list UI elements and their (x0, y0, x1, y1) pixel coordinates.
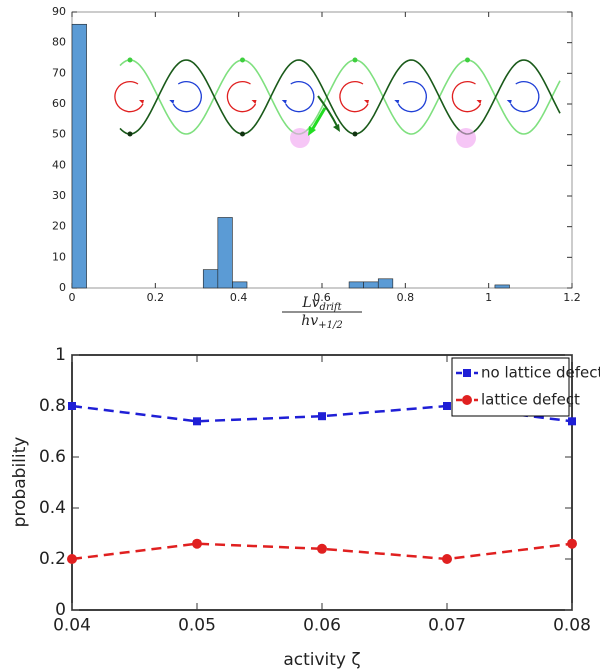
bar (71, 23, 87, 289)
x-label-part: drift (320, 302, 343, 313)
rotation-arrow (451, 81, 482, 113)
y-tick-label: 10 (52, 250, 66, 263)
y-tick-label: 20 (52, 220, 66, 233)
marker (317, 543, 327, 554)
green-arrow (310, 107, 327, 131)
bar (217, 217, 233, 289)
arrow-head (251, 100, 257, 104)
wave (119, 59, 561, 135)
dot (352, 57, 358, 63)
rotation-arrow (285, 81, 315, 113)
rotation-arrow (172, 81, 202, 113)
arrow-head (169, 100, 175, 104)
dot (352, 131, 358, 137)
dot (465, 57, 470, 63)
y-tick-label: 0.8 (39, 396, 66, 416)
green-arrow (317, 95, 338, 127)
x-tick-label: 1 (485, 291, 492, 304)
dot (127, 57, 133, 63)
x-label-part: Lv (301, 295, 319, 311)
bar (232, 281, 248, 289)
x-label-part: +1/2 (318, 320, 342, 331)
x-label-part: hv (301, 313, 318, 329)
x-tick-label: 0.2 (147, 291, 165, 304)
legend-label: no lattice defect (481, 364, 600, 382)
rotation-arrow (510, 81, 540, 113)
arrow-head (139, 100, 144, 104)
bar (363, 281, 379, 289)
dot (127, 131, 133, 137)
y-tick-label: 30 (52, 189, 66, 202)
y-tick-label: 0.4 (39, 498, 66, 518)
x-tick-label: 0.04 (53, 615, 91, 635)
y-tick-label: 0 (55, 600, 66, 620)
x-tick-label: 0 (69, 291, 76, 304)
bar (348, 281, 364, 289)
y-tick-label: 0.2 (39, 549, 66, 569)
legend-marker (462, 395, 472, 405)
bar (202, 269, 219, 289)
arrow-head (364, 100, 369, 104)
y-tick-label: 1 (55, 345, 66, 365)
inset-diagram (114, 57, 561, 148)
dot (240, 57, 245, 63)
y-tick-label: 0 (59, 281, 66, 294)
y-tick-label: 0.6 (39, 447, 66, 467)
y-tick-label: 70 (52, 66, 66, 79)
bar (494, 284, 510, 289)
marker (442, 554, 452, 564)
arrow-head (394, 100, 400, 104)
legend-marker (463, 369, 471, 377)
arrow-head (506, 100, 512, 104)
marker (192, 538, 202, 549)
legend-box (451, 357, 570, 417)
wave (119, 59, 561, 135)
y-axis-label: probability (10, 437, 30, 528)
highlight (290, 128, 310, 148)
arrow-head (281, 100, 287, 104)
marker (318, 412, 326, 421)
x-label-denominator: hv+1/2 (301, 313, 342, 331)
x-tick-label: 0.05 (178, 615, 216, 635)
x-tick-label: 1.2 (563, 291, 581, 304)
series-line (71, 542, 573, 561)
marker (568, 417, 576, 426)
highlight (456, 128, 476, 148)
x-tick-label: 0.06 (303, 615, 341, 635)
x-axis-label: activity ζ (283, 650, 360, 670)
arrow-head (333, 124, 340, 132)
x-tick-label: 0.8 (397, 291, 415, 304)
y-tick-label: 50 (52, 128, 66, 141)
plot-area (71, 11, 573, 289)
y-tick-label: 90 (52, 5, 66, 18)
x-tick-label: 0.4 (230, 291, 248, 304)
rotation-arrow (114, 81, 144, 113)
y-tick-label: 40 (52, 158, 66, 171)
x-tick-label: 0.6 (313, 291, 331, 304)
x-tick-label: 0.08 (553, 615, 591, 635)
bar (377, 278, 394, 289)
rotation-arrow (397, 81, 427, 113)
y-tick-label: 80 (52, 36, 66, 49)
legend-label: lattice defect (481, 391, 580, 409)
x-tick-label: 0.07 (428, 615, 466, 635)
arrow-head (476, 100, 482, 104)
y-tick-label: 60 (52, 97, 66, 110)
x-label-numerator: Lvdrift (301, 295, 342, 313)
marker (67, 554, 77, 564)
marker (193, 417, 201, 426)
marker (68, 402, 76, 410)
marker (443, 402, 451, 410)
arrow-head (308, 126, 316, 136)
dot (240, 131, 245, 137)
rotation-arrow (226, 81, 257, 113)
marker (567, 538, 577, 549)
rotation-arrow (339, 81, 369, 113)
